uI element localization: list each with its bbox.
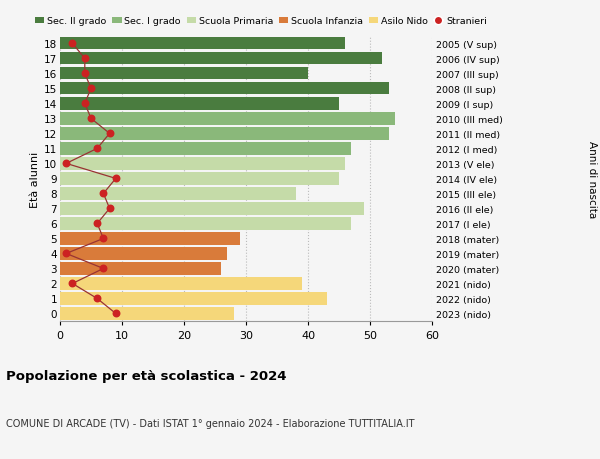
- Bar: [60, 308, 233, 320]
- Bar: [60, 173, 339, 185]
- Point: [86, 115, 96, 123]
- Point: [98, 190, 108, 198]
- Bar: [60, 38, 345, 50]
- Bar: [60, 293, 326, 305]
- Point: [105, 130, 115, 138]
- Bar: [60, 143, 352, 155]
- Y-axis label: Età alunni: Età alunni: [30, 151, 40, 207]
- Point: [80, 71, 89, 78]
- Bar: [60, 218, 352, 230]
- Point: [68, 280, 77, 287]
- Point: [61, 160, 71, 168]
- Bar: [60, 158, 345, 170]
- Bar: [60, 128, 389, 140]
- Point: [92, 146, 102, 153]
- Bar: [60, 248, 227, 260]
- Point: [86, 85, 96, 93]
- Point: [80, 101, 89, 108]
- Point: [98, 235, 108, 243]
- Bar: [60, 98, 339, 110]
- Point: [111, 310, 121, 318]
- Bar: [60, 53, 382, 65]
- Bar: [60, 278, 302, 290]
- Text: Popolazione per età scolastica - 2024: Popolazione per età scolastica - 2024: [6, 369, 287, 382]
- Point: [111, 175, 121, 183]
- Bar: [60, 188, 296, 200]
- Bar: [60, 113, 395, 125]
- Bar: [60, 233, 240, 245]
- Point: [80, 56, 89, 63]
- Bar: [60, 203, 364, 215]
- Legend: Sec. II grado, Sec. I grado, Scuola Primaria, Scuola Infanzia, Asilo Nido, Stran: Sec. II grado, Sec. I grado, Scuola Prim…: [35, 17, 487, 26]
- Point: [61, 250, 71, 257]
- Point: [105, 205, 115, 213]
- Point: [92, 295, 102, 302]
- Point: [98, 265, 108, 273]
- Bar: [60, 83, 389, 95]
- Text: Anni di nascita: Anni di nascita: [587, 140, 597, 218]
- Text: COMUNE DI ARCADE (TV) - Dati ISTAT 1° gennaio 2024 - Elaborazione TUTTITALIA.IT: COMUNE DI ARCADE (TV) - Dati ISTAT 1° ge…: [6, 418, 415, 428]
- Bar: [60, 263, 221, 275]
- Bar: [60, 68, 308, 80]
- Point: [92, 220, 102, 228]
- Point: [68, 40, 77, 48]
